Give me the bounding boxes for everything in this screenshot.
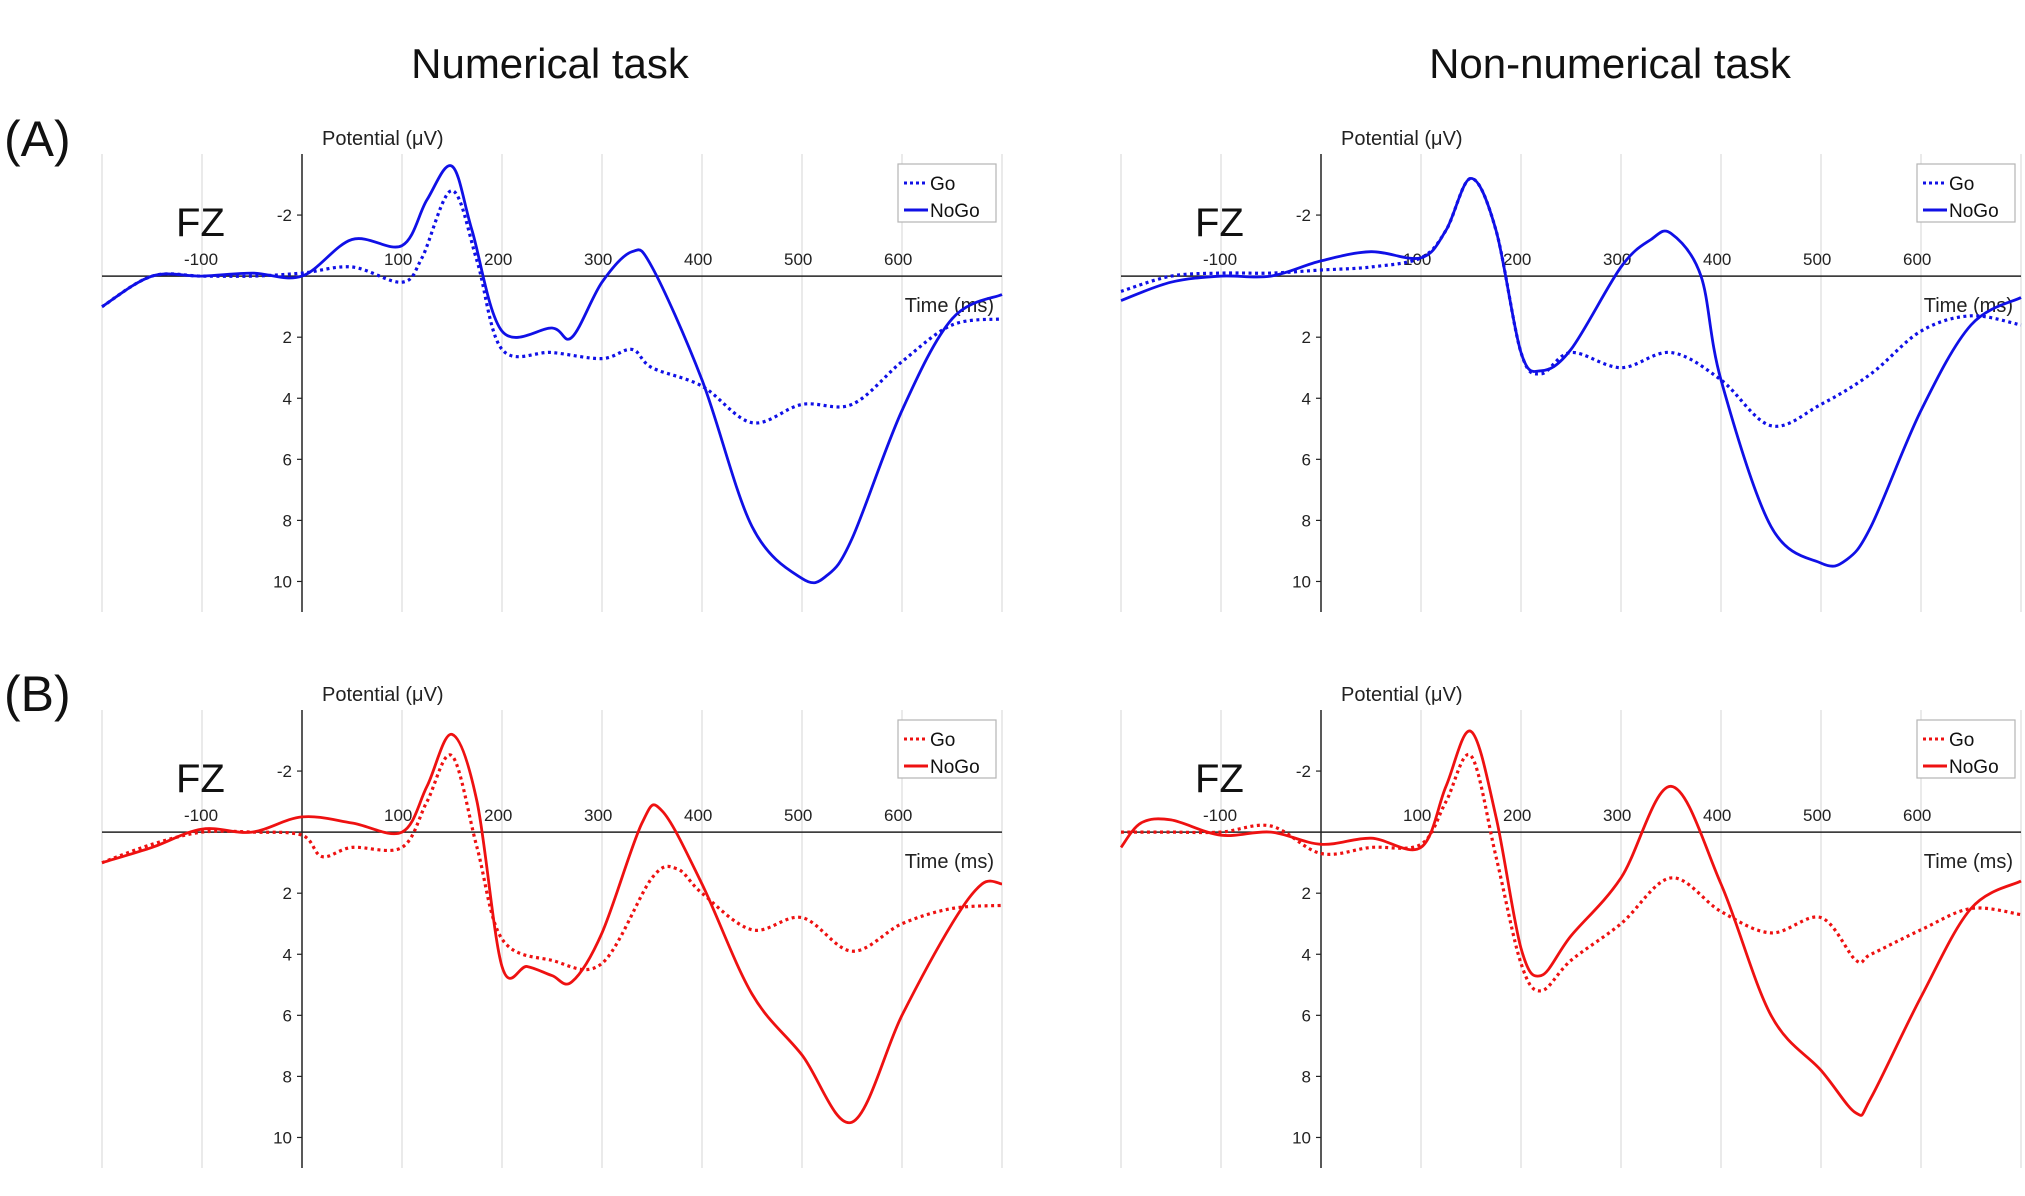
series-line-nogo: [101, 733, 1003, 1124]
series-line-nogo: [1120, 177, 2022, 568]
x-tick-label: 400: [1703, 250, 1731, 269]
y-axis-label: Potential (μV): [1341, 128, 1463, 150]
column-title-numerical: Numerical task: [411, 40, 689, 87]
y-tick-label: 10: [273, 1128, 292, 1147]
x-axis-label: Time (ms): [905, 295, 994, 317]
y-tick-label: 4: [283, 945, 292, 964]
erp-plot-b-nonnumerical: -100 100 200 300 400 500 600 -2 2 4 6 8 10 Potential …: [1119, 684, 2022, 1168]
channel-label: FZ: [176, 757, 225, 801]
series-line-go: [1120, 176, 2022, 428]
x-tick-label: 500: [784, 806, 812, 825]
x-tick-label: 600: [1903, 250, 1931, 269]
y-tick-label: 8: [1302, 511, 1311, 530]
y-tick-label: 6: [283, 450, 292, 469]
x-tick-label: 200: [1503, 806, 1531, 825]
x-tick-label: 600: [1903, 806, 1931, 825]
row-label-b: (B): [4, 666, 71, 722]
series-line-go: [101, 753, 1003, 972]
x-tick-label: -100: [1203, 250, 1237, 269]
erp-plot-b-numerical: -100 100 200 300 400 500 600 -2 2 4 6 8 10 Potential …: [101, 684, 1003, 1168]
x-tick-label: 600: [884, 250, 912, 269]
legend-label-go: Go: [1949, 174, 1974, 195]
y-tick-label: 2: [283, 884, 292, 903]
x-tick-label: 200: [1503, 250, 1531, 269]
legend-box: [897, 719, 997, 779]
y-tick-label: 4: [1302, 389, 1311, 408]
x-tick-label: 200: [484, 806, 512, 825]
x-tick-label: -100: [1203, 806, 1237, 825]
x-tick-label: 400: [684, 250, 712, 269]
x-tick-label: 300: [584, 806, 612, 825]
erp-plot-a-nonnumerical: -100 100 200 300 400 500 600-2246810Potential …: [1120, 128, 2022, 612]
legend-box: [1916, 719, 2016, 779]
series-line-go: [1121, 752, 2022, 993]
legend-label-nogo: NoGo: [930, 201, 980, 222]
legend-label-nogo: NoGo: [1949, 757, 1999, 778]
x-tick-label: 100: [384, 250, 412, 269]
y-tick-label: 10: [273, 572, 292, 591]
legend-box: [897, 163, 997, 223]
x-tick-label: 300: [1603, 806, 1631, 825]
x-tick-label: 500: [1803, 250, 1831, 269]
x-tick-label: 500: [784, 250, 812, 269]
legend-label-go: Go: [930, 174, 955, 195]
y-tick-label: 2: [283, 328, 292, 347]
series-line-nogo: [101, 164, 1003, 585]
y-tick-label: 10: [1292, 1128, 1311, 1147]
x-axis-label: Time (ms): [1924, 295, 2013, 317]
series-line-go: [101, 189, 1003, 425]
x-tick-label: 500: [1803, 806, 1831, 825]
y-tick-label: -2: [1296, 762, 1311, 781]
x-tick-label: 300: [584, 250, 612, 269]
y-axis-label: Potential (μV): [322, 128, 444, 150]
channel-label: FZ: [1195, 757, 1244, 801]
y-tick-label: 4: [1302, 945, 1311, 964]
x-tick-label: 600: [884, 806, 912, 825]
x-tick-label: 400: [684, 806, 712, 825]
erp-plot-a-numerical: -100 100 200 300 400 500 600 -2 2 4 6 8 10 Potential …: [101, 128, 1003, 612]
y-tick-label: 8: [283, 511, 292, 530]
channel-label: FZ: [176, 201, 225, 245]
y-tick-label: -2: [1296, 206, 1311, 225]
y-tick-label: 2: [1302, 328, 1311, 347]
legend-label-nogo: NoGo: [930, 757, 980, 778]
x-tick-label: 200: [484, 250, 512, 269]
legend-label-go: Go: [1949, 730, 1974, 751]
x-tick-label: -100: [184, 806, 218, 825]
y-tick-label: -2: [277, 206, 292, 225]
y-tick-label: 10: [1292, 572, 1311, 591]
x-tick-label: 100: [384, 806, 412, 825]
x-tick-label: 100: [1403, 806, 1431, 825]
x-axis-label: Time (ms): [905, 851, 994, 873]
y-axis-label: Potential (μV): [322, 684, 444, 706]
y-tick-label: 4: [283, 389, 292, 408]
y-tick-label: 8: [1302, 1067, 1311, 1086]
y-axis-label: Potential (μV): [1341, 684, 1463, 706]
series-line-nogo: [1119, 729, 2022, 1117]
column-title-nonnumerical: Non-numerical task: [1429, 40, 1791, 87]
y-tick-label: -2: [277, 762, 292, 781]
x-tick-label: -100: [184, 250, 218, 269]
y-tick-label: 8: [283, 1067, 292, 1086]
legend-label-go: Go: [930, 730, 955, 751]
legend-label-nogo: NoGo: [1949, 201, 1999, 222]
x-axis-label: Time (ms): [1924, 851, 2013, 873]
y-tick-label: 2: [1302, 884, 1311, 903]
y-tick-label: 6: [1302, 450, 1311, 469]
y-tick-label: 6: [283, 1006, 292, 1025]
channel-label: FZ: [1195, 201, 1244, 245]
x-tick-label: 400: [1703, 806, 1731, 825]
row-label-a: (A): [4, 111, 71, 167]
y-tick-label: 6: [1302, 1006, 1311, 1025]
legend-box: [1916, 163, 2016, 223]
